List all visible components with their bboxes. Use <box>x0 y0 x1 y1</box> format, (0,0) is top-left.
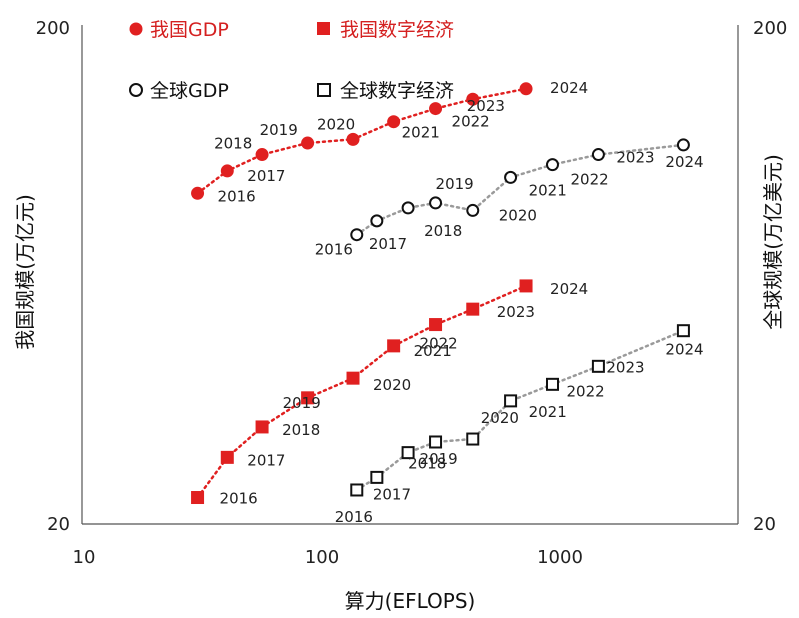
data-point-s1-2016 <box>191 491 205 505</box>
x-tick-1000: 1000 <box>537 547 583 568</box>
data-point-s1-2021 <box>387 339 401 353</box>
data-point-s3-2022 <box>545 377 559 391</box>
data-point-s2-2021 <box>504 170 518 184</box>
legend-marker-china-gdp <box>129 22 143 36</box>
y-right-tick-max: 200 <box>753 18 787 39</box>
point-label-s2-2022: 2022 <box>570 171 608 189</box>
legend-label-global-digital: 全球数字经济 <box>340 80 454 102</box>
point-label-s2-2020: 2020 <box>499 206 537 224</box>
point-label-s0-2019: 2019 <box>260 121 298 139</box>
point-label-s1-2017: 2017 <box>247 451 285 469</box>
x-axis-title: 算力(EFLOPS) <box>345 589 476 613</box>
point-label-s3-2016: 2016 <box>335 508 373 526</box>
legend: 我国GDP 我国数字经济 全球GDP 全球数字经济 <box>129 19 454 102</box>
data-point-s0-2017 <box>220 164 234 178</box>
y-left-tick-max: 200 <box>36 18 70 39</box>
point-label-s1-2022: 2022 <box>420 335 458 353</box>
point-label-s3-2022: 2022 <box>566 382 604 400</box>
point-label-s2-2017: 2017 <box>369 235 407 253</box>
point-label-s3-2021: 2021 <box>529 403 567 421</box>
point-label-s3-2019: 2019 <box>420 450 458 468</box>
trend-line-2 <box>355 143 685 236</box>
point-label-s1-2023: 2023 <box>497 303 535 321</box>
point-label-s3-2024: 2024 <box>665 341 703 359</box>
data-point-s2-2023 <box>591 148 605 162</box>
point-label-s0-2017: 2017 <box>247 167 285 185</box>
data-point-s2-2020 <box>466 203 480 217</box>
data-point-s1-2020 <box>346 371 360 385</box>
point-label-s1-2016: 2016 <box>220 490 258 508</box>
point-label-s2-2016: 2016 <box>315 241 353 259</box>
data-point-s2-2024 <box>676 138 690 152</box>
x-tick-10: 10 <box>73 547 96 568</box>
point-label-s0-2018: 2018 <box>214 135 252 153</box>
data-point-s1-2024 <box>519 279 533 293</box>
data-point-s2-2019 <box>429 196 443 210</box>
data-point-s3-2016 <box>350 483 364 497</box>
data-point-s0-2022 <box>429 102 443 116</box>
data-point-s3-2021 <box>504 394 518 408</box>
data-point-s2-2018 <box>401 201 415 215</box>
point-label-s2-2018: 2018 <box>424 222 462 240</box>
legend-marker-global-digital <box>317 83 331 97</box>
point-label-s0-2021: 2021 <box>402 124 440 142</box>
x-tick-100: 100 <box>305 547 339 568</box>
data-point-s3-2024 <box>676 324 690 338</box>
data-point-s0-2021 <box>387 115 401 129</box>
data-point-s0-2016 <box>191 186 205 200</box>
data-point-s2-2016 <box>350 228 364 242</box>
data-point-s0-2024 <box>519 82 533 96</box>
data-point-s1-2022 <box>429 318 443 332</box>
data-point-s3-2018 <box>401 446 415 460</box>
data-point-s2-2017 <box>370 214 384 228</box>
data-point-s1-2018 <box>255 420 269 434</box>
point-label-s3-2018: 2018 <box>408 455 446 473</box>
data-point-s2-2022 <box>545 158 559 172</box>
data-point-s0-2020 <box>346 132 360 146</box>
data-point-s1-2023 <box>466 302 480 316</box>
y-right-tick-min: 20 <box>753 514 776 535</box>
data-point-s3-2019 <box>429 435 443 449</box>
point-label-s1-2018: 2018 <box>282 421 320 439</box>
legend-label-global-gdp: 全球GDP <box>150 80 229 102</box>
point-label-s2-2021: 2021 <box>529 181 567 199</box>
point-label-s2-2023: 2023 <box>616 149 654 167</box>
point-label-s2-2019: 2019 <box>436 175 474 193</box>
data-point-s1-2017 <box>220 450 234 464</box>
point-label-s2-2024: 2024 <box>665 153 703 171</box>
point-label-s0-2022: 2022 <box>452 113 490 131</box>
y-left-axis-title: 我国规模(万亿元) <box>13 194 37 350</box>
legend-marker-global-gdp <box>129 83 143 97</box>
data-point-s3-2023 <box>591 359 605 373</box>
data-point-s0-2018 <box>255 148 269 162</box>
point-label-s3-2020: 2020 <box>481 409 519 427</box>
legend-label-china-digital: 我国数字经济 <box>340 19 454 41</box>
point-label-s1-2019: 2019 <box>283 394 321 412</box>
data-point-s1-2019 <box>301 391 315 405</box>
y-left-tick-min: 20 <box>47 514 70 535</box>
legend-label-china-gdp: 我国GDP <box>150 19 229 41</box>
point-label-s1-2024: 2024 <box>550 280 588 298</box>
data-point-s3-2017 <box>370 470 384 484</box>
y-right-axis-title: 全球规模(万亿美元) <box>761 154 785 330</box>
trend-line-3 <box>355 329 685 492</box>
point-label-s3-2017: 2017 <box>373 485 411 503</box>
data-point-s3-2020 <box>466 432 480 446</box>
point-label-s0-2016: 2016 <box>218 187 256 205</box>
point-label-s0-2024: 2024 <box>550 79 588 97</box>
data-point-s0-2019 <box>301 136 315 150</box>
data-point-s0-2023 <box>466 92 480 106</box>
point-label-s1-2020: 2020 <box>373 376 411 394</box>
point-label-s1-2021: 2021 <box>414 342 452 360</box>
point-label-s0-2023: 2023 <box>467 97 505 115</box>
legend-marker-china-digital <box>317 22 330 35</box>
point-label-s3-2023: 2023 <box>606 358 644 376</box>
point-label-s0-2020: 2020 <box>317 115 355 133</box>
